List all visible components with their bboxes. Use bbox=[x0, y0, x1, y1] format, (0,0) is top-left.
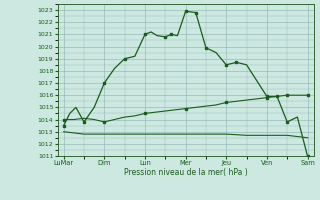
X-axis label: Pression niveau de la mer( hPa ): Pression niveau de la mer( hPa ) bbox=[124, 168, 247, 177]
